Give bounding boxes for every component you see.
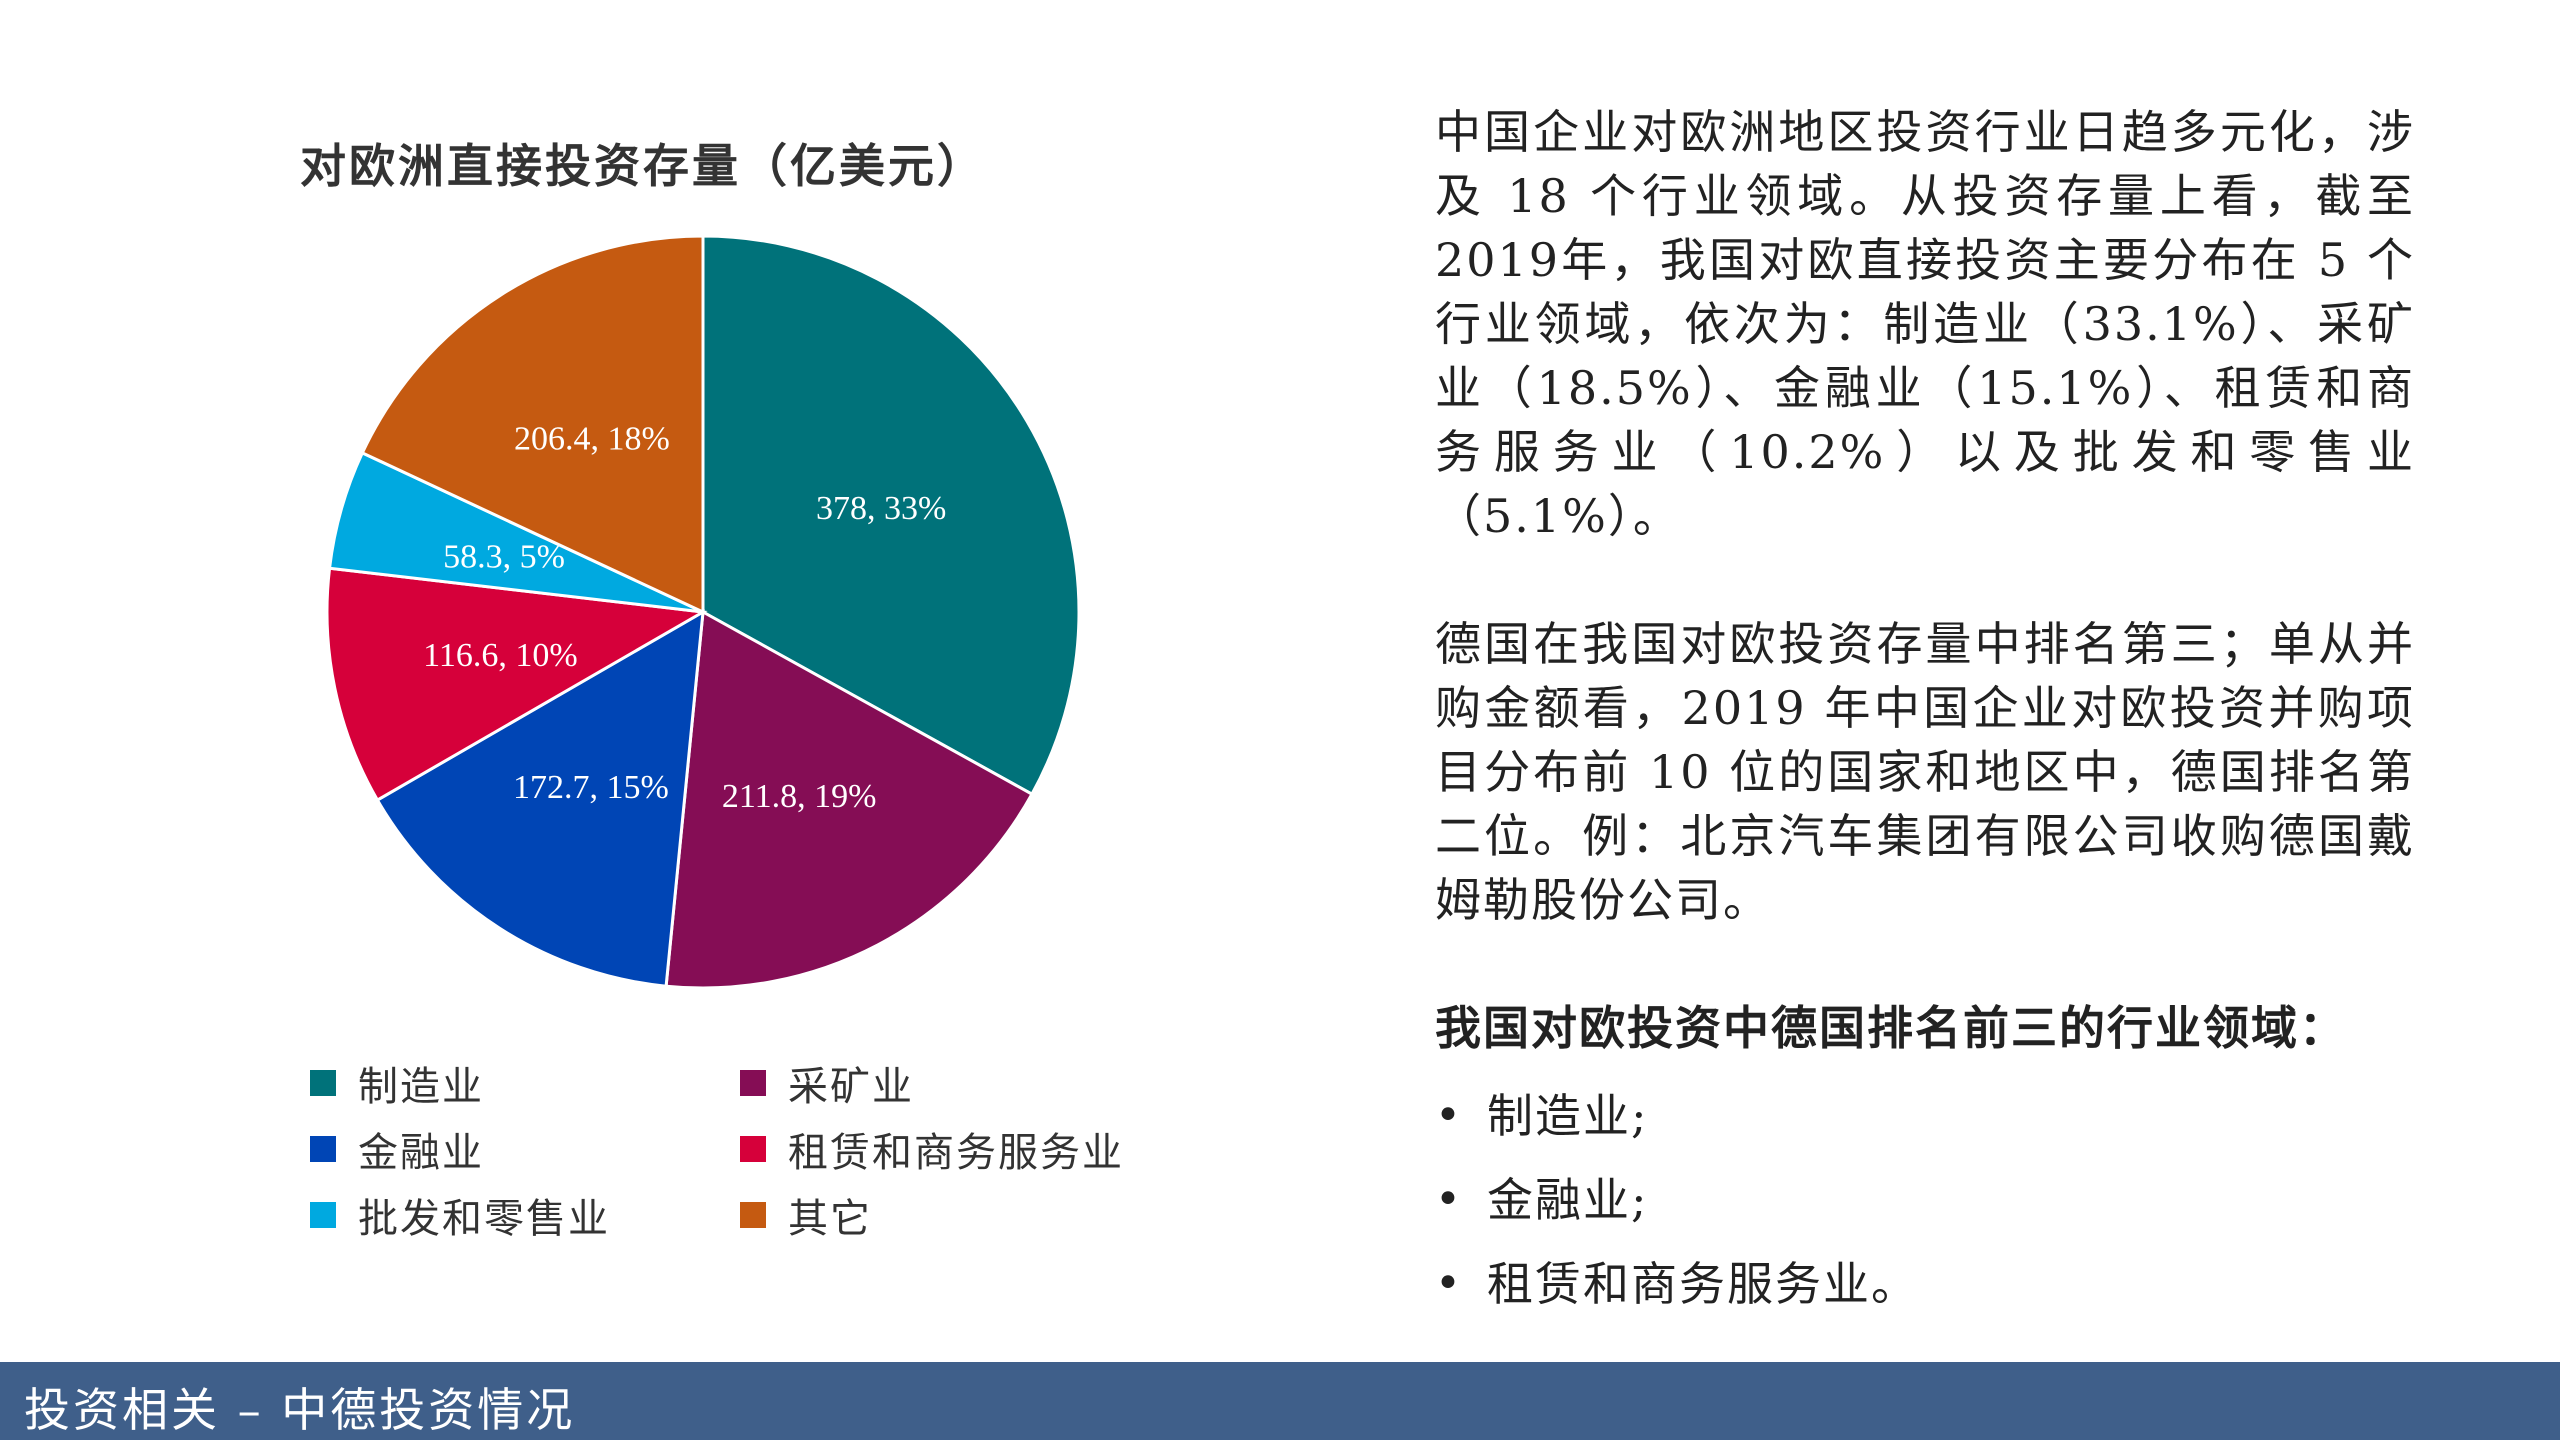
data-label-other: 206.4, 18% bbox=[514, 421, 670, 458]
description-panel: 中国企业对欧洲地区投资行业日趋多元化，涉及 18 个行业领域。从投资存量上看，截… bbox=[1435, 100, 2415, 1326]
data-label-manufacturing: 378, 33% bbox=[816, 490, 946, 527]
chart-legend: 制造业 采矿业 金融业 租赁和商务服务业 批发和零售业 其它 bbox=[310, 1060, 1210, 1242]
list-item: • 金融业; bbox=[1435, 1158, 2415, 1242]
list-item-text: 金融业; bbox=[1487, 1173, 1649, 1227]
legend-swatch bbox=[740, 1070, 766, 1096]
legend-label: 批发和零售业 bbox=[358, 1196, 610, 1242]
legend-item-wholesale: 批发和零售业 bbox=[310, 1192, 740, 1242]
pie-slice-manufacturing bbox=[701, 234, 1081, 797]
legend-item-leasing: 租赁和商务服务业 bbox=[740, 1126, 1210, 1176]
pie-slice-leasing bbox=[325, 566, 708, 803]
footer-bar: 投资相关 – 中德投资情况 bbox=[0, 1362, 2560, 1440]
legend-swatch bbox=[740, 1136, 766, 1162]
legend-swatch bbox=[740, 1202, 766, 1228]
list-item-text: 制造业; bbox=[1487, 1089, 1649, 1143]
legend-item-other: 其它 bbox=[740, 1192, 1210, 1242]
legend-label: 其它 bbox=[788, 1196, 872, 1242]
legend-item-mining: 采矿业 bbox=[740, 1060, 1210, 1110]
list-heading: 我国对欧投资中德国排名前三的行业领域： bbox=[1435, 1001, 2347, 1055]
bullet-icon: • bbox=[1435, 1090, 1463, 1141]
bullet-icon: • bbox=[1435, 1258, 1463, 1309]
legend-label: 采矿业 bbox=[788, 1064, 914, 1110]
pie-chart: 378, 33% 211.8, 19% 172.7, 15% 116.6, 10% 58… bbox=[325, 234, 1081, 990]
legend-label: 金融业 bbox=[358, 1130, 484, 1176]
list-item-text: 租赁和商务服务业。 bbox=[1487, 1257, 1919, 1311]
data-label-mining: 211.8, 19% bbox=[722, 778, 877, 815]
footer-title: 投资相关 – 中德投资情况 bbox=[24, 1383, 576, 1437]
list-item: • 租赁和商务服务业。 bbox=[1435, 1242, 2415, 1326]
data-label-finance: 172.7, 15% bbox=[513, 769, 669, 806]
chart-title: 对欧洲直接投资存量（亿美元） bbox=[300, 139, 986, 193]
bullet-icon: • bbox=[1435, 1174, 1463, 1225]
bullet-list: • 制造业; • 金融业; • 租赁和商务服务业。 bbox=[1435, 1074, 2415, 1326]
pie-slice-other bbox=[360, 234, 705, 615]
legend-swatch bbox=[310, 1070, 336, 1096]
legend-item-manufacturing: 制造业 bbox=[310, 1060, 740, 1110]
legend-item-finance: 金融业 bbox=[310, 1126, 740, 1176]
legend-swatch bbox=[310, 1136, 336, 1162]
pie-slice-mining bbox=[664, 609, 1034, 990]
data-label-leasing: 116.6, 10% bbox=[423, 637, 578, 674]
legend-label: 制造业 bbox=[358, 1064, 484, 1110]
legend-label: 租赁和商务服务业 bbox=[788, 1130, 1124, 1176]
pie-slice-finance bbox=[375, 609, 705, 988]
paragraph-germany-ranking: 德国在我国对欧投资存量中排名第三；单从并购金额看，2019 年中国企业对欧投资并… bbox=[1435, 617, 2415, 927]
list-item: • 制造业; bbox=[1435, 1074, 2415, 1158]
data-label-wholesale: 58.3, 5% bbox=[443, 538, 565, 575]
paragraph-investment-sectors: 中国企业对欧洲地区投资行业日趋多元化，涉及 18 个行业领域。从投资存量上看，截… bbox=[1435, 105, 2415, 543]
legend-swatch bbox=[310, 1202, 336, 1228]
